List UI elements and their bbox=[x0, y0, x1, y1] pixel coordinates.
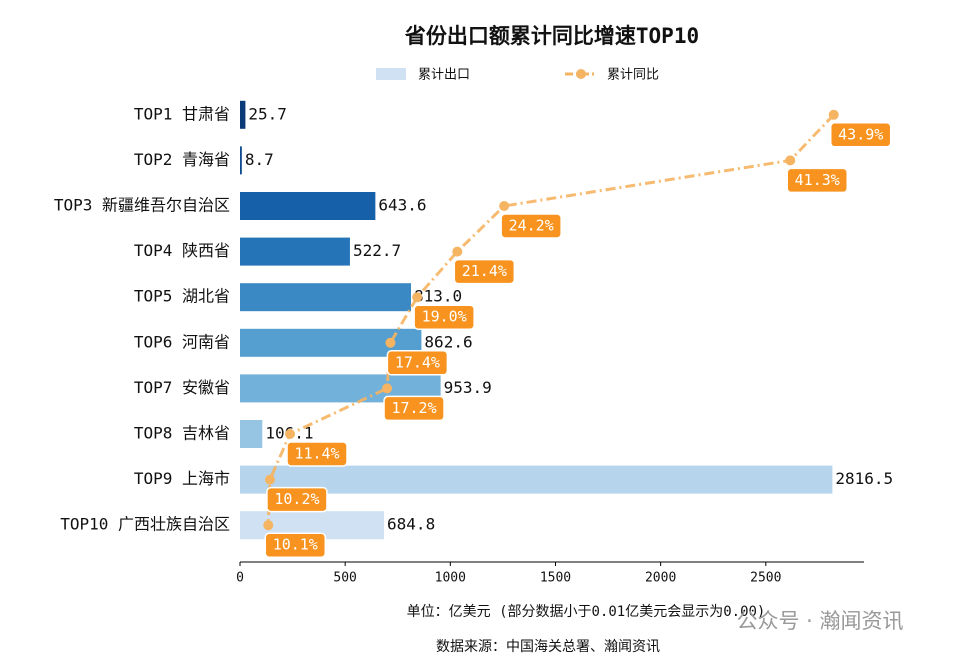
unit-note: 单位：亿美元 (部分数据小于0.01亿美元会显示为0.00) bbox=[407, 604, 766, 620]
legend-swatch bbox=[376, 68, 406, 80]
x-tick-label: 1500 bbox=[540, 571, 571, 586]
y-tick-label: TOP1 甘肃省 bbox=[134, 104, 230, 123]
y-tick-label: TOP10 广西壮族自治区 bbox=[60, 515, 230, 534]
line-point bbox=[263, 520, 274, 531]
bar-value-label: 8.7 bbox=[245, 150, 274, 169]
x-tick-label: 2000 bbox=[645, 571, 676, 586]
legend-label: 累计出口 bbox=[418, 68, 470, 83]
line-value-label: 11.4% bbox=[294, 445, 339, 463]
bar bbox=[240, 465, 833, 494]
y-tick-label: TOP9 上海市 bbox=[134, 469, 230, 488]
source-note: 数据来源：中国海关总署、瀚闻资讯 bbox=[436, 639, 660, 655]
legend-label: 累计同比 bbox=[607, 68, 659, 83]
line-label-box bbox=[500, 213, 562, 239]
bar-value-label: 522.7 bbox=[353, 241, 401, 260]
bar bbox=[240, 237, 350, 266]
watermark: 公众号 · 瀚闻资讯 bbox=[736, 609, 903, 633]
x-tick-label: 0 bbox=[236, 571, 244, 586]
line-point bbox=[828, 109, 839, 120]
line-label-box bbox=[383, 395, 445, 422]
line-label-box bbox=[413, 304, 475, 330]
line-value-label: 19.0% bbox=[422, 308, 467, 326]
line-value-label: 24.2% bbox=[509, 217, 554, 235]
bar-value-label: 862.6 bbox=[424, 332, 472, 351]
bar bbox=[240, 100, 246, 129]
x-tick-label: 1000 bbox=[435, 571, 466, 586]
line-label-box bbox=[829, 122, 892, 148]
line-point bbox=[264, 474, 275, 485]
bar-value-label: 813.0 bbox=[414, 287, 462, 306]
bar bbox=[240, 146, 242, 175]
x-tick-label: 500 bbox=[333, 571, 356, 586]
y-tick-label: TOP7 安徽省 bbox=[134, 378, 230, 397]
y-tick-label: TOP2 青海省 bbox=[134, 150, 230, 169]
line-value-label: 17.2% bbox=[391, 399, 436, 417]
line-label-box bbox=[453, 258, 516, 285]
line-point bbox=[382, 383, 393, 394]
bar-value-label: 684.8 bbox=[387, 515, 435, 534]
line-point bbox=[785, 155, 796, 166]
bar bbox=[240, 283, 411, 312]
y-tick-label: TOP8 吉林省 bbox=[134, 424, 230, 443]
line-point bbox=[285, 429, 296, 439]
line-point bbox=[452, 246, 463, 257]
line-label-box bbox=[786, 167, 848, 194]
line-label-box bbox=[264, 532, 327, 558]
line bbox=[266, 113, 835, 526]
line-value-label: 10.1% bbox=[273, 536, 318, 554]
line-label-box bbox=[286, 441, 348, 467]
bar bbox=[240, 192, 376, 220]
bar-value-label: 953.9 bbox=[444, 378, 492, 397]
line-value-label: 41.3% bbox=[795, 171, 840, 189]
line-value-label: 43.9% bbox=[838, 125, 883, 143]
line-label-box bbox=[386, 350, 449, 376]
bar bbox=[240, 420, 263, 448]
x-tick-label: 2500 bbox=[750, 571, 781, 586]
line-value-label: 21.4% bbox=[462, 262, 507, 280]
bar-value-label: 643.6 bbox=[378, 196, 426, 215]
y-tick-label: TOP6 河南省 bbox=[134, 332, 230, 351]
line-label-box bbox=[266, 486, 328, 513]
bar-value-label: 25.7 bbox=[248, 104, 287, 123]
line-point bbox=[412, 292, 423, 303]
legend-swatch bbox=[576, 69, 586, 79]
chart-title: 省份出口额累计同比增速TOP10 bbox=[404, 24, 699, 48]
line-value-label: 10.2% bbox=[274, 490, 319, 508]
line-point bbox=[385, 337, 396, 348]
bar-value-label: 2816.5 bbox=[835, 469, 893, 488]
y-tick-label: TOP3 新疆维吾尔自治区 bbox=[54, 196, 230, 215]
y-tick-label: TOP4 陕西省 bbox=[134, 241, 230, 260]
line-value-label: 17.4% bbox=[395, 353, 440, 371]
line-point bbox=[499, 201, 510, 211]
y-tick-label: TOP5 湖北省 bbox=[134, 287, 230, 306]
